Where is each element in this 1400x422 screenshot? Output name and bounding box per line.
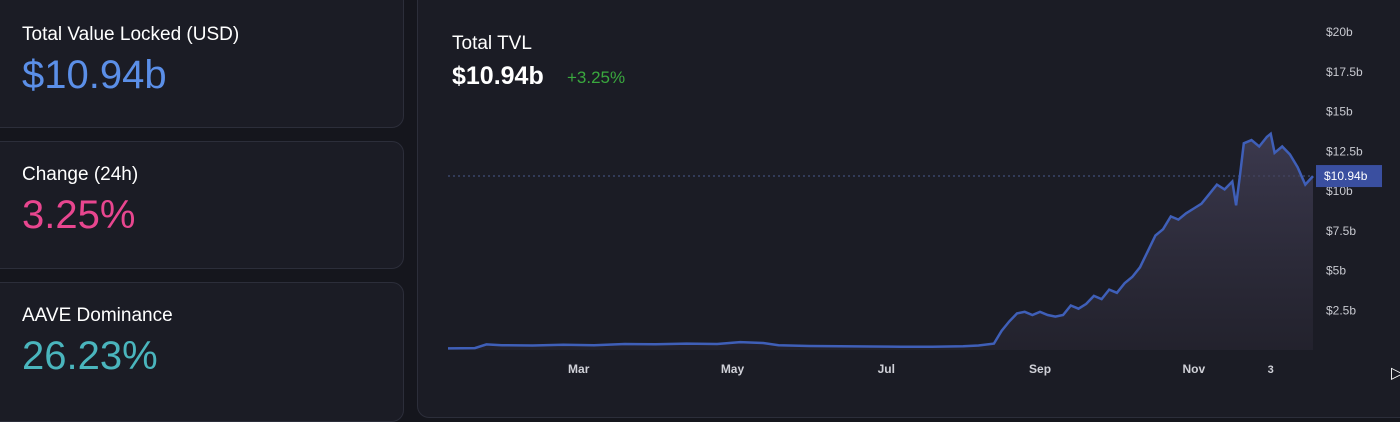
tvl-chart[interactable]: $20b $17.5b $15b $12.5b $10b $7.5b $5b $2.5b Ma… bbox=[0, 0, 1400, 404]
dominance-label: AAVE Dominance bbox=[22, 305, 173, 326]
tvl-label: Total Value Locked (USD) bbox=[22, 24, 240, 45]
chart-change: +3.25% bbox=[567, 68, 626, 87]
x-tick-label: 3 bbox=[1268, 364, 1274, 376]
x-tick-label: Nov bbox=[1182, 362, 1205, 376]
cursor-icon: ▷ bbox=[1391, 365, 1400, 382]
tvl-line bbox=[447, 131, 1314, 350]
chart-title: Total TVL bbox=[452, 33, 532, 54]
tvl-card: Total Value Locked (USD) $10.94b bbox=[0, 0, 404, 128]
tvl-area bbox=[448, 133, 1313, 350]
change-value: 3.25% bbox=[22, 193, 136, 237]
y-tick-label: $5b bbox=[1326, 264, 1346, 278]
change-card: Change (24h) 3.25% bbox=[0, 141, 404, 269]
dominance-card: AAVE Dominance 26.23% bbox=[0, 282, 404, 422]
x-tick-label: May bbox=[721, 362, 745, 376]
y-tick-label: $12.5b bbox=[1326, 144, 1363, 158]
y-tick-label: $7.5b bbox=[1326, 224, 1356, 238]
current-value-label: $10.94b bbox=[1324, 169, 1368, 183]
change-label: Change (24h) bbox=[22, 164, 139, 185]
x-tick-label: Mar bbox=[568, 362, 590, 376]
y-tick-label: $2.5b bbox=[1326, 303, 1356, 317]
x-tick-label: Jul bbox=[878, 362, 895, 376]
y-tick-label: $17.5b bbox=[1326, 65, 1363, 79]
y-tick-label: $20b bbox=[1326, 25, 1353, 39]
x-tick-label: Sep bbox=[1029, 362, 1051, 376]
y-tick-label: $10b bbox=[1326, 184, 1353, 198]
dominance-value: 26.23% bbox=[22, 334, 158, 378]
y-tick-label: $15b bbox=[1326, 105, 1353, 119]
tvl-value: $10.94b bbox=[22, 53, 167, 97]
current-value-marker bbox=[1316, 165, 1382, 188]
chart-value: $10.94b bbox=[452, 62, 544, 90]
